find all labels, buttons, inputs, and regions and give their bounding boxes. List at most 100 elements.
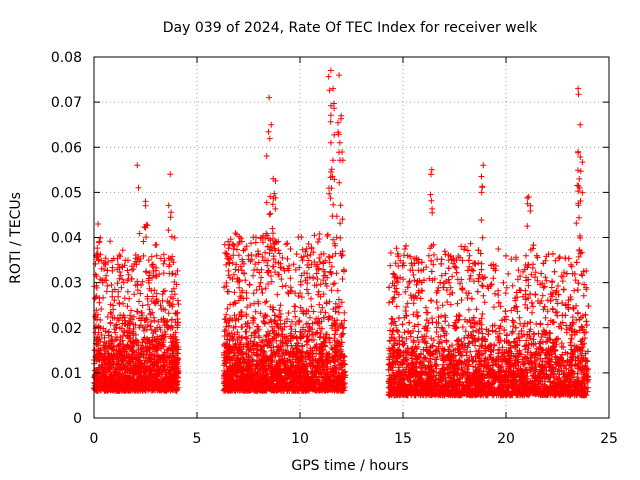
roti-point: [136, 298, 143, 305]
roti-point: [248, 256, 255, 263]
roti-point: [232, 266, 239, 273]
roti-point: [235, 252, 242, 259]
roti-point: [124, 303, 131, 310]
roti-point: [334, 287, 341, 294]
roti-point: [285, 310, 292, 316]
roti-point: [308, 295, 314, 302]
roti-point: [175, 301, 182, 308]
roti-point: [104, 313, 111, 320]
roti-point: [335, 309, 342, 316]
roti-point: [287, 246, 294, 252]
roti-point: [108, 333, 115, 340]
roti-point: [126, 295, 133, 302]
roti-point: [277, 302, 284, 309]
roti-point: [222, 327, 229, 333]
roti-point: [246, 281, 253, 288]
roti-point: [231, 289, 238, 296]
roti-point: [97, 276, 104, 283]
roti-point: [157, 302, 164, 309]
roti-point: [298, 234, 305, 241]
roti-point: [262, 249, 269, 256]
roti-point: [121, 373, 128, 380]
roti-point: [108, 311, 115, 317]
roti-point: [117, 337, 124, 344]
roti-point: [152, 337, 159, 344]
roti-point: [109, 267, 116, 274]
roti-point: [124, 288, 131, 295]
roti-point: [157, 326, 164, 333]
roti-point: [109, 293, 116, 300]
roti-point: [243, 295, 250, 302]
roti-point: [263, 298, 270, 305]
roti-point: [337, 235, 344, 241]
roti-point: [172, 271, 179, 278]
roti-point: [121, 327, 127, 334]
roti-point: [478, 282, 485, 289]
roti-point: [148, 338, 155, 345]
roti-point: [165, 310, 172, 317]
roti-point: [221, 241, 228, 248]
roti-point: [119, 247, 126, 254]
roti-point: [143, 326, 150, 333]
roti-point: [128, 263, 135, 270]
roti-point: [139, 302, 146, 309]
roti-point: [239, 324, 246, 331]
roti-point: [146, 272, 153, 279]
roti-point: [250, 234, 257, 241]
roti-point: [98, 265, 105, 272]
roti-point: [250, 290, 257, 297]
roti-point: [292, 303, 299, 310]
roti-point: [153, 290, 160, 297]
roti-point: [116, 299, 123, 306]
roti-point: [160, 251, 167, 258]
roti-point: [161, 257, 168, 264]
roti-point: [147, 310, 154, 317]
roti-point: [120, 279, 127, 286]
roti-point: [146, 306, 153, 313]
roti-point: [236, 284, 243, 291]
roti-point: [157, 255, 164, 262]
roti-point: [253, 287, 260, 293]
roti-point: [240, 247, 247, 254]
roti-point: [335, 296, 342, 303]
roti-point: [251, 267, 258, 274]
roti-point: [237, 235, 244, 242]
roti-point: [107, 238, 114, 245]
roti-point: [145, 275, 152, 282]
roti-point: [276, 307, 283, 314]
roti-point: [134, 308, 141, 315]
roti-point: [303, 286, 310, 293]
roti-point: [283, 241, 290, 248]
roti-point: [299, 257, 306, 264]
roti-point: [104, 282, 111, 289]
roti-point: [571, 287, 578, 294]
roti-point: [330, 281, 337, 288]
roti-point: [262, 299, 269, 306]
roti-point: [284, 240, 291, 247]
roti-point: [339, 276, 346, 282]
roti-point: [270, 230, 276, 237]
roti-point: [152, 328, 159, 335]
roti-point: [128, 307, 135, 314]
roti-point: [540, 284, 547, 291]
roti-point: [341, 309, 348, 316]
roti-point: [225, 288, 232, 295]
roti-point: [279, 283, 286, 290]
roti-point: [110, 356, 117, 363]
roti-point: [160, 270, 167, 277]
roti-point: [103, 288, 110, 295]
roti-point: [115, 288, 122, 295]
roti-point: [310, 275, 317, 282]
roti-point: [120, 300, 127, 307]
roti-point: [307, 314, 313, 321]
roti-point: [145, 257, 152, 264]
roti-point: [124, 267, 131, 274]
roti-point: [316, 301, 323, 308]
roti-point: [284, 255, 291, 262]
roti-point: [325, 253, 332, 260]
roti-point: [117, 334, 124, 341]
roti-point: [92, 260, 99, 267]
roti-point: [153, 264, 160, 271]
roti-point: [223, 250, 230, 257]
roti-point: [134, 287, 141, 294]
